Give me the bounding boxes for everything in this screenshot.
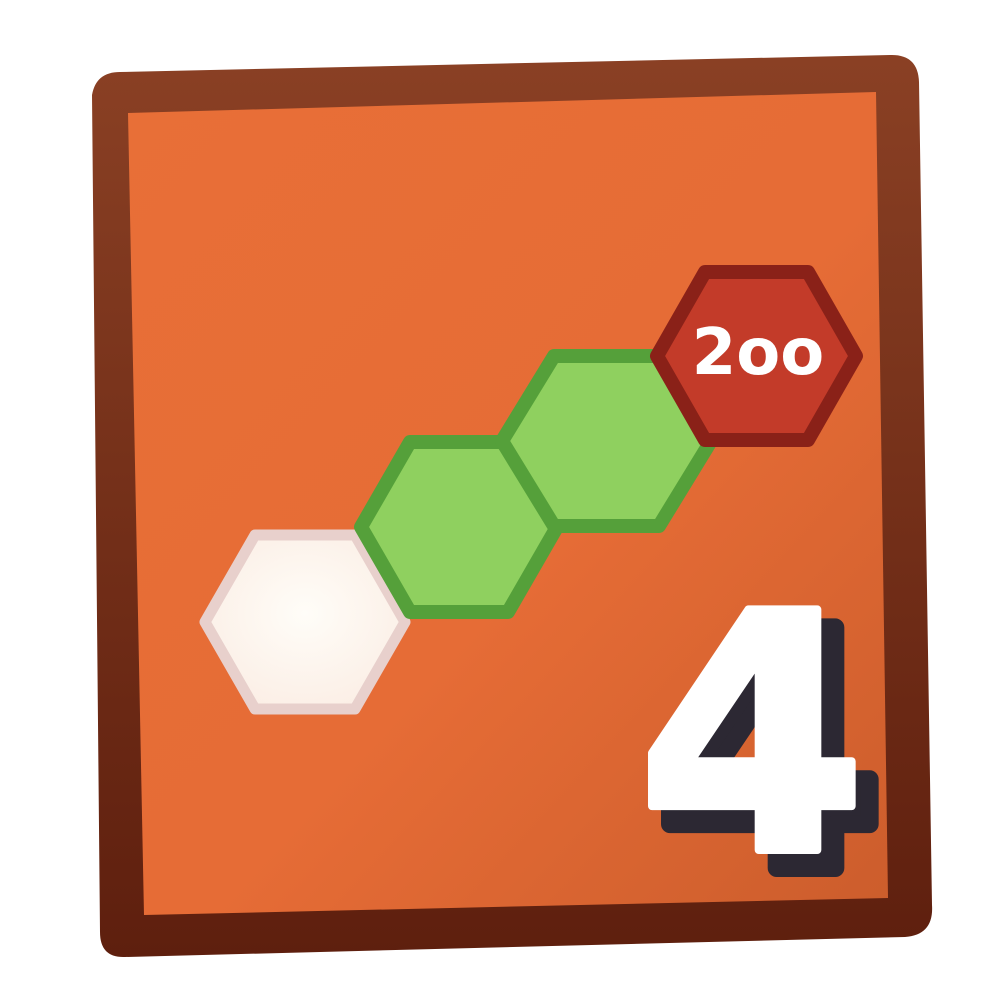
goal-hex-cell: [650, 265, 863, 447]
start-hex-cell: [199, 529, 411, 715]
goal-score-label: 2oo: [692, 316, 824, 390]
hex-path: 2oo: [199, 265, 863, 715]
level-number-group: 4 4: [633, 540, 894, 955]
level-number: 4: [637, 544, 867, 928]
level-number-shadow: 4: [655, 562, 885, 946]
